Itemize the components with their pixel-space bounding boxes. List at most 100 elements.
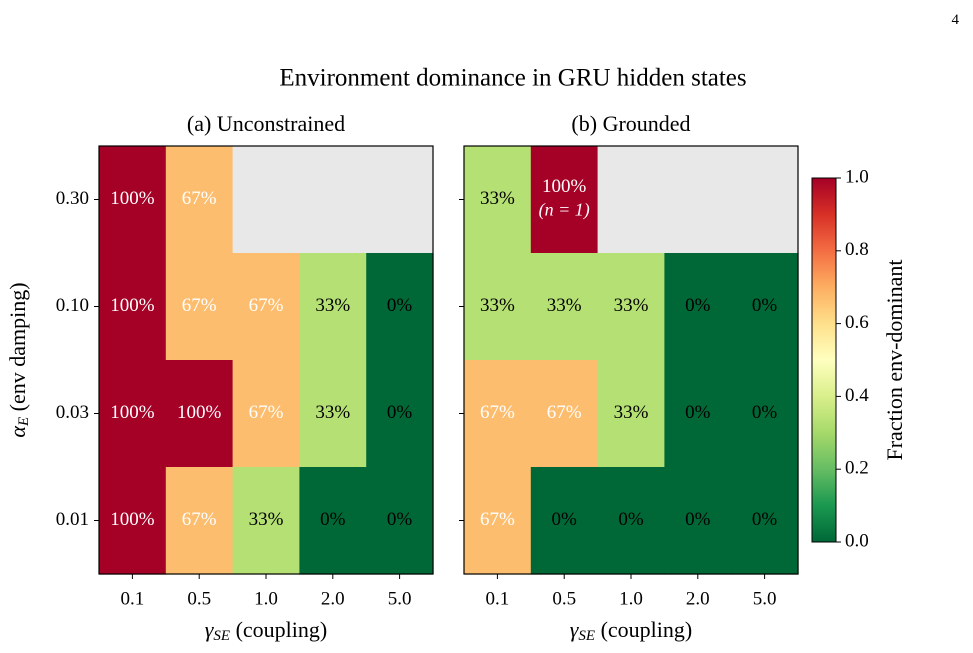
x-tick-label: 0.5	[187, 588, 211, 609]
y-tick-label: 0.03	[56, 402, 89, 423]
cell-value-label: 100%	[110, 509, 155, 530]
heatmap-cell	[299, 253, 367, 361]
colorbar-tick-label: 0.6	[845, 312, 869, 333]
heatmap-cell	[464, 467, 532, 575]
heatmap-cell	[597, 253, 665, 361]
x-tick-label: 5.0	[388, 588, 412, 609]
cell-value-label: 0%	[618, 509, 644, 530]
heatmap-cell	[464, 253, 532, 361]
panel-b: (b) Grounded 33% 100% (n = 1) 33% 33% 33% 0% 0% 6…	[459, 111, 799, 644]
heatmap-cell	[731, 467, 799, 575]
x-tick-label: 1.0	[254, 588, 278, 609]
heatmap-cell	[299, 467, 367, 575]
heatmap-cell	[366, 146, 434, 254]
cell-value-label: 33%	[315, 402, 350, 423]
cell-value-label: 67%	[547, 402, 582, 423]
heatmap-cell	[664, 360, 732, 468]
cell-value-label: 67%	[182, 509, 217, 530]
cell-value-label: 33%	[547, 295, 582, 316]
heatmap-cell	[597, 467, 665, 575]
x-tick-label: 5.0	[753, 588, 777, 609]
cell-value-label: 0%	[320, 509, 346, 530]
cell-value-label: 0%	[685, 509, 711, 530]
heatmap-cell	[299, 146, 367, 254]
heatmap-cell	[731, 360, 799, 468]
heatmap-cell	[366, 360, 434, 468]
cell-value-label: 100%	[110, 402, 155, 423]
panel-title: (a) Unconstrained	[187, 111, 345, 136]
cell-value-label: 33%	[480, 188, 515, 209]
heatmap-cell	[597, 360, 665, 468]
cell-value-label: 0%	[752, 509, 778, 530]
cell-value-label: 33%	[249, 509, 284, 530]
heatmap-cell	[366, 467, 434, 575]
colorbar: 0.0 0.2 0.4 0.6 0.8 1.0 Fraction env-dominant	[811, 166, 907, 551]
x-tick-label: 2.0	[686, 588, 710, 609]
y-tick-label: 0.10	[56, 295, 89, 316]
heatmap-cell	[366, 253, 434, 361]
heatmap-cell	[731, 253, 799, 361]
heatmap-cell	[165, 146, 234, 254]
cell-value-label: 67%	[182, 188, 217, 209]
x-tick-label: 0.5	[552, 588, 576, 609]
heatmap-cell	[464, 146, 532, 254]
cell-value-label: 67%	[249, 295, 284, 316]
heatmap-cell	[99, 253, 167, 361]
heatmap-cell	[530, 467, 599, 575]
x-tick-label: 0.1	[121, 588, 145, 609]
heatmap-cell	[99, 360, 167, 468]
colorbar-tick-label: 0.0	[845, 530, 869, 551]
cell-value-label: 100%	[177, 402, 222, 423]
cell-value-label: 0%	[387, 402, 413, 423]
cell-value-label: 33%	[480, 295, 515, 316]
x-axis-label: γSE (coupling)	[205, 617, 328, 644]
heatmap-cell	[664, 467, 732, 575]
heatmap-cell	[664, 146, 732, 254]
cell-value-label: 100%	[110, 188, 155, 209]
heatmap-cell	[530, 146, 599, 254]
heatmap-cell	[165, 253, 234, 361]
heatmap-cell	[232, 360, 300, 468]
cell-value-label: 100%	[542, 176, 587, 197]
cell-value-label: 0%	[387, 295, 413, 316]
cell-value-label: 67%	[480, 509, 515, 530]
colorbar-gradient	[811, 177, 837, 543]
heatmap-cell	[299, 360, 367, 468]
heatmap-cell	[664, 253, 732, 361]
cell-value-label: 0%	[685, 402, 711, 423]
cell-value-label: 0%	[752, 295, 778, 316]
cell-value-label: 67%	[480, 402, 515, 423]
heatmap-cell	[597, 146, 665, 254]
cell-value-label: 0%	[752, 402, 778, 423]
heatmap-cell	[232, 146, 300, 254]
x-tick-label: 0.1	[486, 588, 510, 609]
y-tick-label: 0.01	[56, 509, 89, 530]
x-tick-label: 2.0	[321, 588, 345, 609]
heatmap-cell	[530, 360, 599, 468]
heatmap-cell	[232, 253, 300, 361]
heatmap-cell	[232, 467, 300, 575]
page-number: 4	[951, 12, 960, 28]
y-axis-label: αE (env damping)	[5, 282, 32, 437]
colorbar-tick-label: 1.0	[845, 166, 869, 187]
cell-value-label: 0%	[387, 509, 413, 530]
colorbar-label: Fraction env-dominant	[882, 259, 907, 460]
y-tick-label: 0.30	[56, 188, 89, 209]
cell-value-label: 0%	[685, 295, 711, 316]
cell-value-label: 33%	[315, 295, 350, 316]
heatmap-cell	[165, 467, 234, 575]
heatmap-cell	[99, 467, 167, 575]
x-axis-label: γSE (coupling)	[570, 617, 693, 644]
cell-note-label: (n = 1)	[539, 200, 590, 221]
heatmap-cell	[99, 146, 167, 254]
panel-title: (b) Grounded	[571, 111, 690, 136]
heatmap-cell	[165, 360, 234, 468]
cell-value-label: 67%	[249, 402, 284, 423]
heatmap-cell	[464, 360, 532, 468]
cell-value-label: 67%	[182, 295, 217, 316]
colorbar-tick-label: 0.2	[845, 458, 869, 479]
cell-value-label: 33%	[614, 295, 649, 316]
heatmap-cell	[530, 253, 599, 361]
cell-value-label: 33%	[614, 402, 649, 423]
